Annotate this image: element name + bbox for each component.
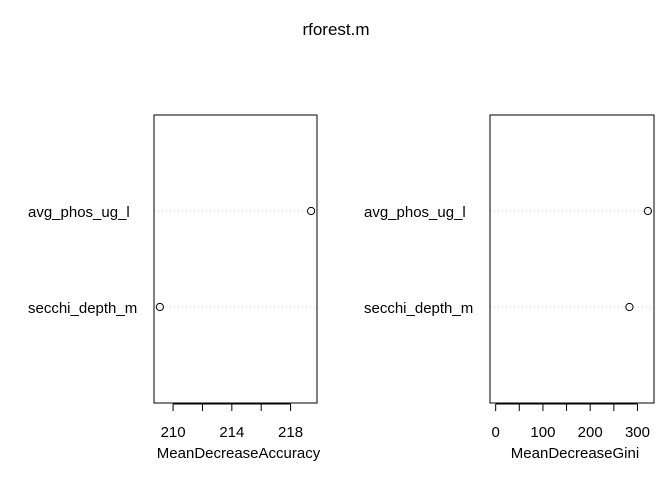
plot-frame <box>489 114 655 404</box>
x-tick-label: 218 <box>278 424 303 441</box>
plot-frame <box>153 114 318 404</box>
data-point <box>155 302 164 312</box>
x-tick-label: 210 <box>161 424 186 441</box>
x-axis-title: MeanDecreaseAccuracy <box>157 445 321 462</box>
x-tick-label: 200 <box>578 424 603 441</box>
data-point <box>307 206 316 216</box>
category-label: avg_phos_ug_l <box>364 204 466 221</box>
x-tick-label: 214 <box>219 424 244 441</box>
dotchart-panel-2: avg_phos_ug_l secchi_depth_m 0 100 200 300 Mea… <box>364 114 655 462</box>
category-label: secchi_depth_m <box>28 300 137 317</box>
x-axis-title: MeanDecreaseGini <box>511 445 639 462</box>
category-label: avg_phos_ug_l <box>28 204 130 221</box>
panels: avg_phos_ug_l secchi_depth_m 210 214 218 Mean… <box>28 114 655 462</box>
x-tick-label: 0 <box>491 424 499 441</box>
data-point <box>643 206 652 216</box>
chart-title: rforest.m <box>302 20 369 39</box>
x-tick-label: 100 <box>530 424 555 441</box>
x-tick-label: 300 <box>625 424 650 441</box>
category-label: secchi_depth_m <box>364 300 473 317</box>
data-point <box>625 302 634 312</box>
dotchart-panel-1: avg_phos_ug_l secchi_depth_m 210 214 218 Mean… <box>28 114 321 462</box>
